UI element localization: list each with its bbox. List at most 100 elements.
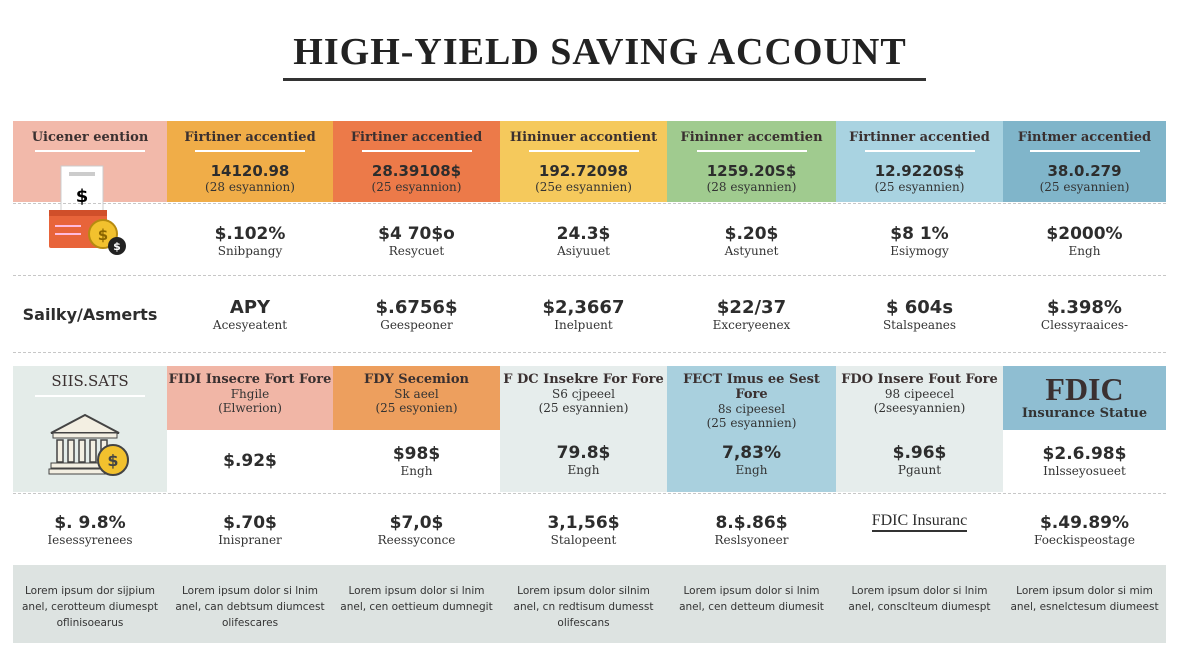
header-sub: (25 esyannion) [371, 180, 462, 194]
note-cell: Lorem ipsum dolor si lnim anel, cen dett… [667, 565, 836, 643]
column-header-label: Uicener eention [31, 130, 149, 145]
cell-value: $.70$ [223, 513, 277, 533]
header-sub: (25e esyannien) [535, 180, 632, 194]
header-underline [35, 395, 145, 397]
table-cell: Sailky/Asmerts [13, 278, 167, 350]
section-header-line: (25 esyannien) [538, 401, 629, 415]
section-header: FECT Imus ee Sest Fore 8s cipeesel (25 esy… [667, 366, 836, 492]
header-sub: (25 esyannien) [874, 180, 965, 194]
svg-text:$: $ [76, 186, 89, 207]
table-cell: $ 604s Stalspeanes [836, 278, 1003, 350]
column-header-label: Hininuer accontient [509, 130, 658, 145]
cell-label: Engh [1068, 244, 1101, 258]
cell-value: $8 1% [890, 224, 949, 244]
section-header-line: (2seesyannien) [873, 401, 966, 415]
header-sub: (28 esyannien) [706, 180, 797, 194]
table-cell: $.6756$ Geespeoner [333, 278, 500, 350]
cell-value: 24.3$ [556, 224, 611, 244]
svg-text:$: $ [107, 451, 118, 470]
notes-band [13, 565, 1166, 643]
cell-value: $.49.89% [1039, 513, 1130, 533]
section-header-label: FDY Secemion [364, 372, 469, 387]
section-header: F DC Insekre For Fore S6 cjpeeel (25 esyan… [500, 366, 667, 492]
note-cell: Lorem ipsum dolor si lnim anel, cen oett… [333, 565, 500, 643]
header-sub: (25 esyannien) [1039, 180, 1130, 194]
cell-value: 7,83% [722, 443, 781, 463]
cell-value: $.398% [1047, 296, 1122, 318]
cell-label: Inispraner [218, 533, 282, 547]
cell-label: Clessyraaices- [1040, 317, 1129, 332]
table-cell: $.20$ Astyunet [667, 206, 836, 276]
column-header-label: Firtinner accentied [849, 130, 990, 145]
page-title: HIGH-YIELD SAVING ACCOUNT [293, 31, 907, 73]
table-cell: 3,1,56$ Stalopeent [500, 496, 667, 564]
cell-value: FDIC Insuranc [871, 512, 968, 532]
section-header: FDY Secemion Sk aeel (25 esyonien) [333, 366, 500, 430]
column-header: Firtinner accentied 12.9220S$ (25 esyannie… [836, 121, 1003, 202]
cell-value: $.20$ [724, 224, 779, 244]
cell-label: Geespeoner [380, 317, 453, 332]
section-header-line: (25 esyannien) [706, 416, 797, 430]
cell-label: Exceryeenex [712, 317, 791, 332]
header-value: 192.72098 [538, 162, 629, 180]
cell-value: 79.8$ [556, 443, 611, 463]
section-header-line: Sk aeel [394, 387, 439, 401]
cell-value: Sailky/Asmerts [22, 304, 158, 324]
cell-label: Asiyuuet [557, 244, 610, 258]
section-header-line: Fhgile [230, 387, 270, 401]
table-cell: 7,83% Engh [667, 430, 836, 490]
cell-value: $98$ [392, 444, 441, 464]
header-underline [35, 150, 145, 152]
note-text: Lorem ipsum dor sijpium anel, cerotteum … [22, 585, 158, 629]
cell-value: APY [229, 296, 271, 318]
column-header: Firtiner accentied 28.39108$ (25 esyannion… [333, 121, 500, 202]
header-value: 38.0.279 [1047, 162, 1122, 180]
row-divider [13, 203, 1166, 204]
section-header-label: F DC Insekre For Fore [503, 372, 664, 387]
cell-label: Acesyeatent [212, 317, 288, 332]
cell-label: Engh [567, 463, 600, 477]
note-text: Lorem ipsum dolor si lnim anel, cen oett… [340, 585, 493, 613]
header-underline [696, 150, 807, 152]
header-value: 14120.98 [210, 162, 290, 180]
table-cell: 8.$.86$ Reslsyoneer [667, 496, 836, 564]
table-cell: $2.6.98$ Inlsseyosueet [1003, 432, 1166, 490]
note-cell: Lorem ipsum dolor si mim anel, esnelctes… [1003, 565, 1166, 643]
row-divider [13, 352, 1166, 353]
cell-label: Inlsseyosueet [1043, 464, 1126, 478]
cell-value: $2000% [1046, 224, 1123, 244]
cell-value: $.96$ [892, 443, 947, 463]
section-header-line: 8s cipeesel [717, 402, 786, 416]
section-header-line: (25 esyonien) [375, 401, 458, 415]
cell-label: Resycuet [388, 244, 445, 258]
table-cell: 24.3$ Asiyuuet [500, 206, 667, 276]
table-cell: $98$ Engh [333, 432, 500, 490]
row-divider [13, 275, 1166, 276]
table-cell: $. 9.8% Iesessyrenees [13, 496, 167, 564]
table-cell: 79.8$ Engh [500, 430, 667, 490]
note-cell: Lorem ipsum dolor si lnim anel, consclte… [836, 565, 1003, 643]
cell-label: Snibpangy [217, 244, 283, 258]
cell-label: Iesessyrenees [47, 533, 133, 547]
note-cell: Lorem ipsum dor sijpium anel, cerotteum … [13, 565, 167, 643]
table-cell: APY Acesyeatent [167, 278, 333, 350]
cell-label: Engh [735, 463, 768, 477]
section-header-label: FECT Imus ee Sest Fore [683, 372, 820, 402]
section-header-label: FDO Insere Fout Fore [841, 372, 998, 387]
section-header: FDIC Insurance Statue [1003, 366, 1166, 430]
header-value: 12.9220S$ [874, 162, 965, 180]
title-underline [283, 78, 926, 81]
svg-text:$: $ [113, 240, 121, 253]
table-cell: $22/37 Exceryeenex [667, 278, 836, 350]
header-underline [528, 150, 639, 152]
table-cell: $8 1% Esiymogy [836, 206, 1003, 276]
section-header: FIDI Insecre Fort Fore Fhgile (Elwerion) [167, 366, 333, 430]
column-header: Hininuer accontient 192.72098 (25e esyanni… [500, 121, 667, 202]
bill-basket-coin-icon: $ $ $ [45, 162, 130, 257]
cell-value: $2,3667 [542, 296, 625, 318]
bank-coin-icon: $ [47, 413, 132, 478]
column-header: Firtiner accentied 14120.98 (28 esyannion) [167, 121, 333, 202]
column-header: Fininner accemtien 1259.20S$ (28 esyannien… [667, 121, 836, 202]
cell-label: Inelpuent [554, 317, 613, 332]
cell-label: Reslsyoneer [714, 533, 789, 547]
